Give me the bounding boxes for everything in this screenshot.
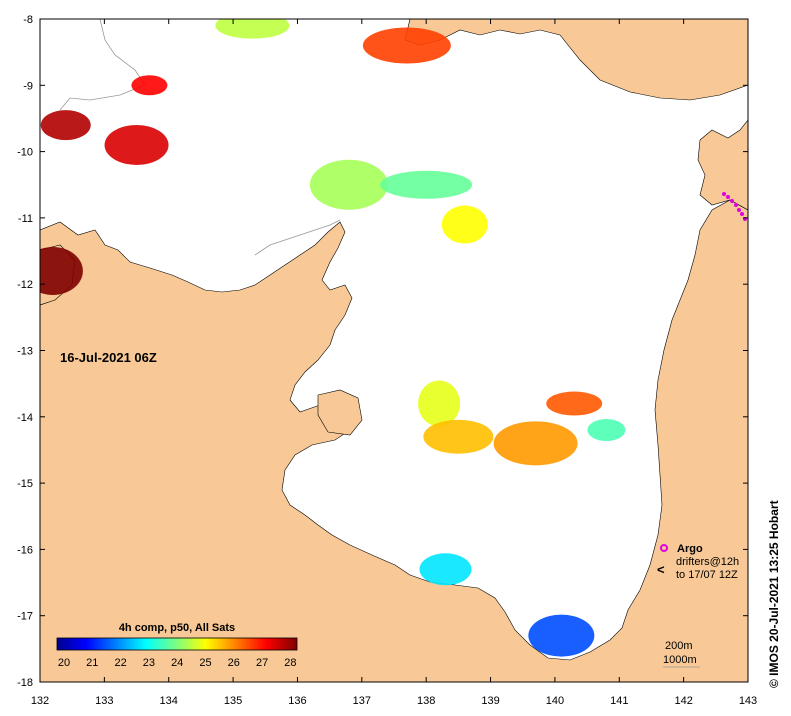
sst-patch (441, 205, 488, 244)
colorbar-tick-label: 20 (58, 657, 70, 669)
colorbar (56, 637, 298, 651)
lon-tick-label: 132 (31, 695, 49, 707)
lon-tick-label: 136 (288, 695, 306, 707)
sst-patch (40, 246, 83, 295)
sst-patch (215, 19, 290, 39)
sst-patch (131, 75, 168, 96)
latitude-axis: -8 -9 -10 -11 -12 -13 -14 -15 -16 -17 -18 (17, 14, 748, 689)
lat-tick-label: -18 (17, 677, 33, 689)
sst-patch (528, 614, 595, 657)
lon-tick-label: 140 (546, 695, 564, 707)
lat-tick-label: -11 (18, 213, 33, 225)
colorbar-ticks: 20 21 22 23 24 25 26 27 28 (58, 657, 297, 669)
lon-tick-label: 134 (160, 695, 178, 707)
credit-text: © IMOS 20-Jul-2021 13:25 Hobart (767, 500, 781, 688)
sst-patch (418, 380, 461, 427)
lat-tick-label: -14 (17, 412, 33, 424)
date-label: 16-Jul-2021 06Z (60, 350, 157, 365)
lon-tick-label: 139 (481, 695, 499, 707)
lat-tick-label: -15 (17, 478, 33, 490)
drifters-legend-line2: to 17/07 12Z (676, 569, 738, 581)
argo-legend-icon (660, 544, 668, 552)
lon-tick-label: 135 (224, 695, 242, 707)
drifters-chevron-icon: < (657, 562, 665, 577)
isobath-200-label: 200m (665, 640, 693, 652)
lon-tick-label: 142 (674, 695, 692, 707)
colorbar-tick-label: 21 (86, 657, 98, 669)
sst-patch (587, 419, 626, 442)
colorbar-tick-label: 26 (228, 657, 240, 669)
lat-tick-label: -13 (17, 346, 33, 358)
sst-patch (104, 124, 169, 165)
lat-tick-label: -12 (17, 279, 33, 291)
lat-tick-label: -10 (17, 147, 33, 159)
lon-tick-label: 141 (610, 695, 628, 707)
argo-legend-label: Argo (677, 543, 703, 555)
lat-tick-label: -16 (17, 544, 33, 556)
colorbar-tick-label: 27 (256, 657, 268, 669)
colorbar-tick-label: 23 (143, 657, 155, 669)
lon-tick-label: 133 (95, 695, 113, 707)
lon-tick-label: 138 (417, 695, 435, 707)
sst-patch (423, 419, 494, 454)
land-northern-territory (40, 199, 748, 682)
drifters-legend-line1: drifters@12h (676, 556, 739, 568)
colorbar-tick-label: 24 (171, 657, 183, 669)
lon-tick-label: 137 (353, 695, 371, 707)
isobath-line (254, 219, 341, 256)
land-groote-eylandt (317, 389, 363, 436)
colorbar-title: 4h comp, p50, All Sats (119, 622, 235, 634)
sst-patch (40, 110, 91, 141)
colorbar-tick-label: 28 (284, 657, 296, 669)
land-cape-york (697, 119, 748, 211)
sst-patch (362, 27, 451, 64)
argo-drifter-track (722, 192, 747, 221)
longitude-axis: 132 133 134 135 136 137 138 139 140 141 142 143 (31, 19, 757, 707)
lat-tick-label: -8 (23, 14, 33, 26)
lon-tick-label: 143 (739, 695, 757, 707)
sst-patch (546, 391, 603, 416)
sst-patch (309, 159, 388, 210)
sst-patch (493, 421, 578, 466)
lat-tick-label: -9 (23, 80, 33, 92)
isobath-1000-label: 1000m (663, 654, 697, 666)
colorbar-tick-label: 25 (199, 657, 211, 669)
sst-patch (419, 553, 472, 586)
lat-tick-label: -17 (17, 611, 33, 623)
sst-patch (380, 170, 473, 199)
colorbar-tick-label: 22 (114, 657, 126, 669)
